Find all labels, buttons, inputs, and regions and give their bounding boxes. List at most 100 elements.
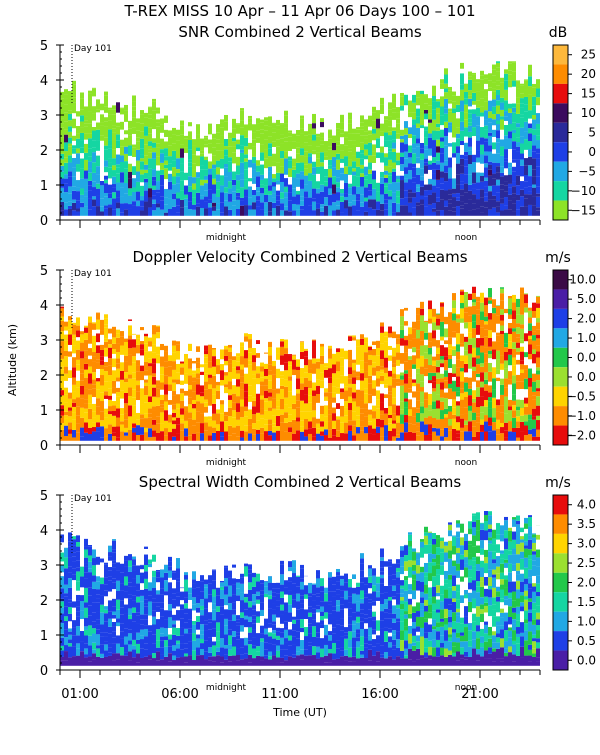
heatmap-cell bbox=[380, 184, 384, 195]
heatmap-cell bbox=[244, 126, 248, 131]
heatmap-cell bbox=[340, 144, 344, 150]
heatmap-cell bbox=[324, 635, 328, 645]
heatmap-cell bbox=[344, 156, 348, 166]
heatmap-cell bbox=[328, 581, 332, 592]
heatmap-cell bbox=[492, 154, 496, 163]
heatmap-cell bbox=[284, 197, 288, 206]
heatmap-cell bbox=[444, 356, 448, 360]
heatmap-cell bbox=[68, 202, 72, 206]
heatmap-cell bbox=[64, 335, 68, 341]
heatmap-cell bbox=[396, 618, 400, 621]
heatmap-cell bbox=[100, 616, 104, 625]
colorbar: 10.05.02.01.00.00.0−0.5−1.0−2.0 bbox=[553, 270, 596, 445]
heatmap-cell bbox=[280, 610, 284, 614]
heatmap-cell bbox=[64, 621, 68, 630]
heatmap-cell bbox=[188, 634, 192, 641]
heatmap-cell bbox=[132, 127, 136, 134]
heatmap-cell bbox=[448, 419, 452, 425]
heatmap-cell bbox=[116, 164, 120, 167]
heatmap-cell bbox=[64, 388, 68, 394]
heatmap-cell bbox=[396, 632, 400, 640]
heatmap-cell bbox=[504, 347, 508, 352]
heatmap-cell bbox=[116, 182, 120, 190]
heatmap-cell bbox=[252, 209, 256, 215]
heatmap-cell bbox=[112, 388, 116, 394]
heatmap-cell bbox=[452, 197, 456, 207]
heatmap-cell bbox=[196, 204, 200, 207]
heatmap-cell bbox=[96, 576, 100, 581]
heatmap-cell bbox=[412, 164, 416, 168]
heatmap-cell bbox=[224, 168, 228, 177]
heatmap-cell bbox=[284, 580, 288, 581]
heatmap-cell bbox=[112, 611, 116, 614]
heatmap-cell bbox=[508, 70, 512, 74]
heatmap-cell bbox=[408, 134, 412, 138]
heatmap-cell bbox=[132, 428, 136, 433]
heatmap-cell bbox=[324, 662, 328, 666]
heatmap-cell bbox=[328, 653, 332, 662]
heatmap-cell bbox=[404, 95, 408, 105]
heatmap-cell bbox=[132, 657, 136, 666]
heatmap-cell bbox=[472, 75, 476, 83]
heatmap-cell bbox=[84, 153, 88, 160]
heatmap-cell bbox=[168, 182, 172, 190]
heatmap-cell bbox=[408, 101, 412, 106]
heatmap-cell bbox=[64, 402, 68, 411]
heatmap-cell bbox=[68, 393, 72, 399]
heatmap-cell bbox=[500, 83, 504, 89]
heatmap-cell bbox=[192, 621, 196, 625]
heatmap-cell bbox=[264, 212, 268, 216]
heatmap-cell bbox=[268, 583, 272, 591]
heatmap-cell bbox=[72, 399, 76, 403]
heatmap-cell bbox=[100, 181, 104, 185]
heatmap-cell bbox=[440, 360, 444, 364]
heatmap-cell bbox=[456, 118, 460, 127]
heatmap-cell bbox=[384, 631, 388, 642]
heatmap-cell bbox=[68, 411, 72, 417]
heatmap-cell bbox=[204, 598, 208, 608]
heatmap-cell bbox=[452, 142, 456, 153]
heatmap-cell bbox=[156, 572, 160, 578]
heatmap-cell bbox=[392, 143, 396, 149]
heatmap-cell bbox=[508, 334, 512, 342]
heatmap-cell bbox=[300, 427, 304, 432]
heatmap-cell bbox=[348, 113, 352, 120]
heatmap-cell bbox=[472, 315, 476, 322]
heatmap-cell bbox=[444, 437, 448, 441]
heatmap-cell bbox=[420, 321, 424, 331]
heatmap-cell bbox=[488, 372, 492, 382]
heatmap-cell bbox=[276, 406, 280, 409]
heatmap-cell bbox=[108, 647, 112, 652]
heatmap-cell bbox=[420, 302, 424, 309]
heatmap-cell bbox=[528, 331, 532, 336]
heatmap-cell bbox=[516, 352, 520, 355]
heatmap-cell bbox=[396, 608, 400, 618]
heatmap-cell bbox=[468, 191, 472, 200]
heatmap-cell bbox=[108, 581, 112, 592]
heatmap-cell bbox=[528, 369, 532, 378]
heatmap-cell bbox=[112, 603, 116, 607]
heatmap-cell bbox=[212, 428, 216, 433]
heatmap-cell bbox=[284, 210, 288, 215]
heatmap-cell bbox=[184, 633, 188, 643]
heatmap-cell bbox=[220, 638, 224, 647]
heatmap-cell bbox=[376, 366, 380, 372]
heatmap-cell bbox=[272, 630, 276, 633]
heatmap-cell bbox=[344, 132, 348, 137]
heatmap-cell bbox=[128, 630, 132, 634]
heatmap-cell bbox=[300, 345, 304, 351]
heatmap-cell bbox=[332, 659, 336, 665]
heatmap-cell bbox=[344, 387, 348, 391]
heatmap-cell bbox=[384, 385, 388, 388]
heatmap-cell bbox=[508, 109, 512, 113]
heatmap-cell bbox=[152, 148, 156, 152]
heatmap-cell bbox=[460, 141, 464, 145]
heatmap-cell bbox=[292, 170, 296, 178]
heatmap-cell bbox=[468, 406, 472, 411]
heatmap-cell bbox=[236, 374, 240, 380]
heatmap-cell bbox=[476, 355, 480, 358]
heatmap-cell bbox=[348, 206, 352, 216]
heatmap-cell bbox=[84, 648, 88, 654]
heatmap-cell bbox=[436, 326, 440, 330]
heatmap-cell bbox=[288, 157, 292, 161]
